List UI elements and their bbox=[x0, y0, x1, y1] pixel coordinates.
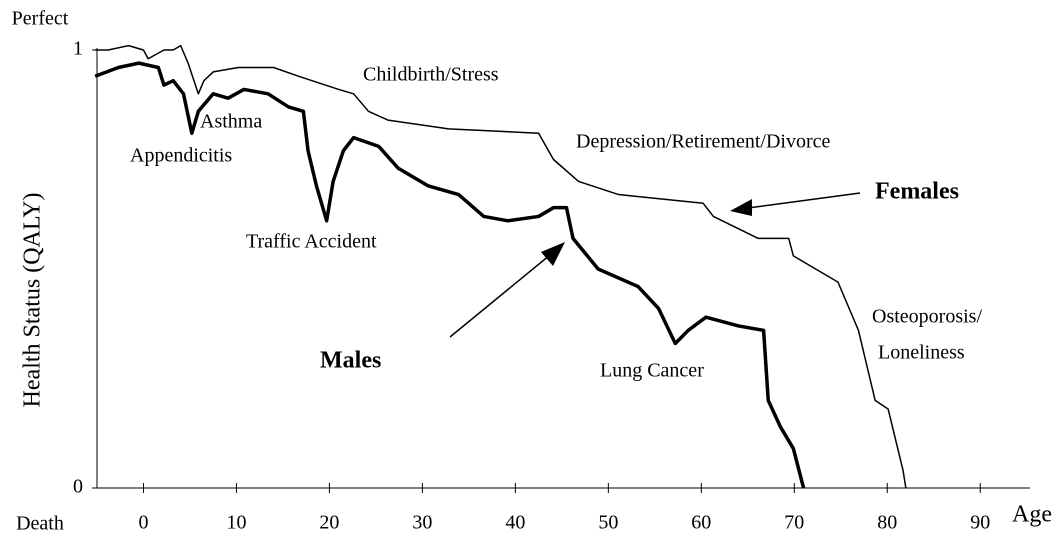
arrow bbox=[449, 254, 551, 338]
annotation: Appendicitis bbox=[130, 145, 232, 167]
y-axis-label: Health Status (QALY) bbox=[20, 193, 46, 408]
x-tick-label: 70 bbox=[784, 512, 804, 534]
annotation: Loneliness bbox=[878, 342, 965, 364]
arrow bbox=[747, 192, 861, 209]
x-tick-label: 90 bbox=[970, 512, 990, 534]
annotation: Osteoporosis/ bbox=[872, 306, 982, 328]
y-bottom-label: Death bbox=[16, 513, 64, 535]
arrowhead bbox=[730, 199, 752, 216]
x-tick-label: 10 bbox=[226, 512, 246, 534]
x-tick-label: 30 bbox=[412, 512, 432, 534]
arrowhead bbox=[541, 242, 565, 266]
series-line bbox=[95, 44, 907, 489]
x-tick-label: 80 bbox=[877, 512, 897, 534]
y-tick-label: 1 bbox=[73, 38, 83, 60]
y-top-label: Perfect bbox=[12, 8, 69, 30]
x-tick-label: 60 bbox=[691, 512, 711, 534]
x-tick-label: 50 bbox=[598, 512, 618, 534]
y-tick-label: 0 bbox=[73, 476, 83, 498]
x-tick-label: 20 bbox=[319, 512, 339, 534]
x-tick-label: 0 bbox=[138, 512, 148, 534]
series-label: Females bbox=[875, 179, 959, 205]
annotation: Depression/Retirement/Divorce bbox=[576, 131, 830, 153]
x-tick-label: 40 bbox=[505, 512, 525, 534]
annotation: Traffic Accident bbox=[246, 231, 377, 253]
series-label: Males bbox=[320, 348, 381, 374]
series-line bbox=[94, 61, 806, 489]
annotation: Asthma bbox=[200, 111, 262, 133]
annotation: Lung Cancer bbox=[600, 360, 704, 382]
annotation: Childbirth/Stress bbox=[363, 64, 499, 86]
x-axis-label: Age bbox=[1012, 502, 1052, 528]
